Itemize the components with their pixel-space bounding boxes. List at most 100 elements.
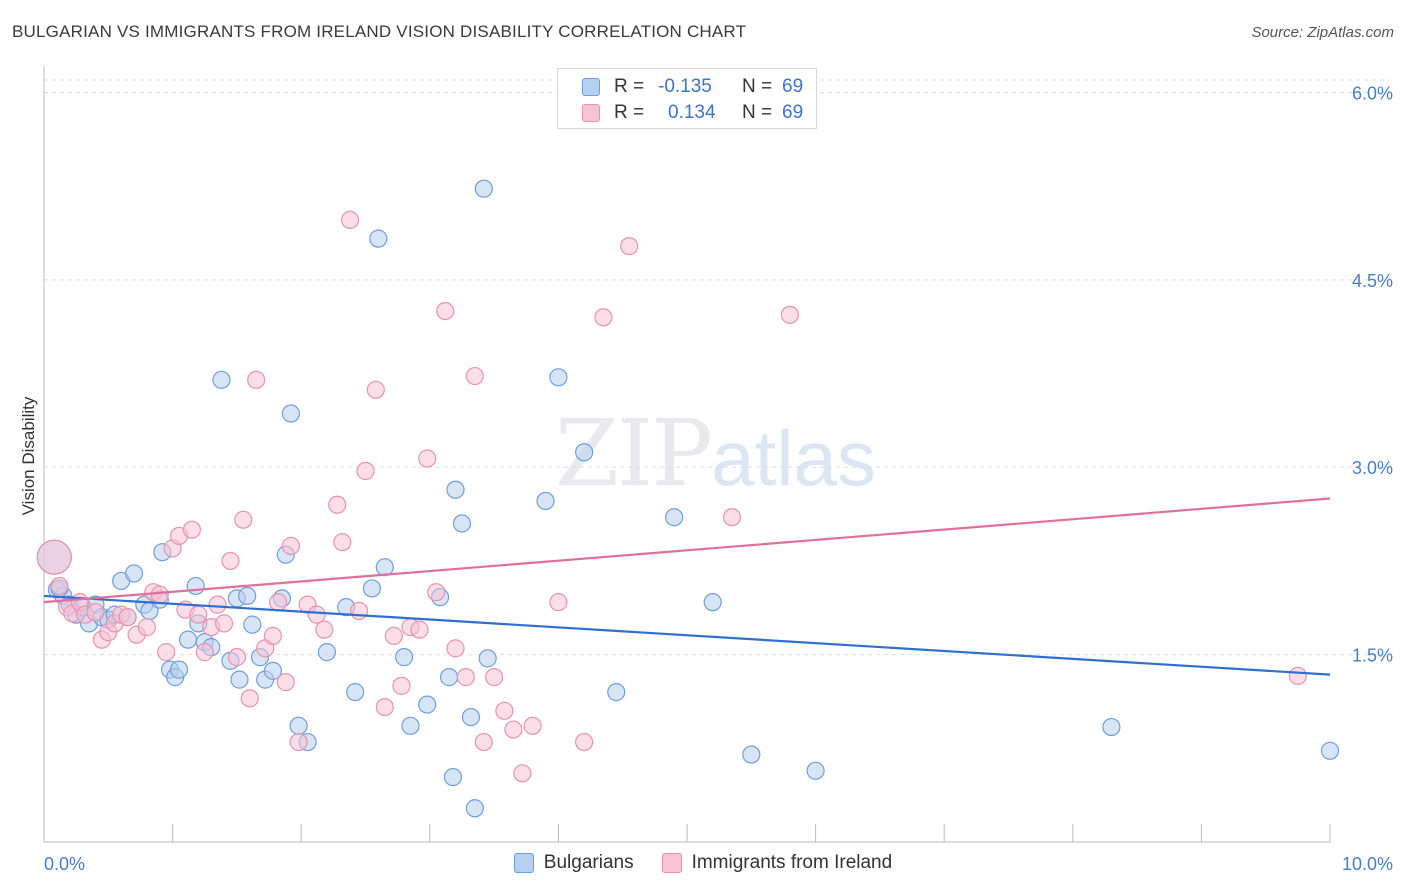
ireland-point [208, 595, 227, 614]
legend-swatch-pink [661, 853, 682, 873]
y-tick-label: 1.5% [1352, 646, 1393, 666]
ireland-point [418, 449, 437, 468]
bulgarian-point [362, 579, 382, 598]
y-tick-label: 4.5% [1352, 271, 1393, 291]
bulgarian-point [461, 707, 481, 727]
bulgarian-point [536, 491, 555, 511]
ireland-point [620, 237, 639, 256]
y-axis-label: Vision Disability [19, 396, 38, 515]
series-legend: Bulgarians Immigrants from Ireland [0, 852, 1406, 874]
ireland-point [195, 643, 214, 662]
bulgarian-point [1102, 717, 1121, 737]
legend-n-value: 69 [782, 102, 804, 123]
bulgarian-point [238, 586, 257, 606]
ireland-point [157, 643, 176, 662]
ireland-point [150, 585, 169, 604]
legend-swatch-blue [582, 78, 600, 96]
bulgarian-trend-line [43, 594, 1331, 676]
ireland-point [465, 366, 484, 386]
bulgarian-point [443, 767, 463, 787]
bulgarian-point [446, 480, 465, 499]
legend-label-ireland: Immigrants from Ireland [691, 852, 893, 873]
ireland-point [340, 210, 360, 230]
ireland-point [575, 732, 594, 752]
ireland-point [504, 720, 523, 739]
bulgarian-point [346, 682, 365, 702]
source-credit: Source: ZipAtlas.com [1251, 24, 1394, 41]
bulgarian-point [607, 682, 626, 702]
ireland-point [328, 495, 347, 514]
ireland-point [137, 618, 156, 637]
ireland-point [495, 701, 514, 720]
ireland-point [722, 508, 742, 527]
legend-label-bulgarians: Bulgarians [543, 852, 634, 873]
bulgarian-point [665, 508, 684, 527]
ireland-point [485, 668, 504, 687]
ireland-point [780, 305, 799, 324]
bulgarian-point [186, 576, 205, 596]
bulgarian-point [478, 649, 497, 668]
ireland-point [234, 510, 253, 529]
ireland-point [513, 764, 532, 783]
ireland-point [247, 370, 266, 389]
legend-r-value: -0.135 [658, 76, 712, 97]
bulgarian-point [243, 615, 262, 634]
bulgarian-point [549, 368, 568, 387]
legend-r-label: R = [614, 102, 645, 123]
legend-n-label: N = [742, 102, 773, 123]
ireland-point [315, 620, 334, 639]
ireland-point [36, 539, 72, 575]
watermark-atlas: atlas [711, 414, 876, 502]
bulgarian-point [230, 670, 249, 689]
ireland-point [523, 716, 542, 735]
ireland-point [221, 551, 240, 571]
bulgarian-point [369, 229, 388, 248]
ireland-point [392, 676, 411, 695]
ireland-point [268, 593, 288, 612]
legend-swatch-pink [582, 104, 600, 122]
bulgarian-point [401, 716, 420, 735]
ireland-point [289, 732, 308, 752]
bulgarian-point [169, 660, 189, 679]
ireland-point [410, 620, 429, 639]
ireland-trend-line [43, 497, 1331, 604]
bulgarian-point [418, 695, 437, 714]
ireland-point [594, 308, 613, 327]
bulgarian-point [124, 564, 144, 583]
legend-swatch-blue [513, 853, 534, 873]
ireland-point [427, 583, 446, 602]
bulgarian-point [289, 716, 308, 735]
ireland-point [446, 639, 465, 658]
ireland-point [549, 593, 568, 612]
ireland-point [456, 668, 475, 687]
bulgarian-point [1320, 741, 1340, 760]
ireland-point [356, 461, 375, 481]
ireland-point [182, 520, 201, 539]
bulgarian-point [452, 514, 472, 533]
ireland-point [276, 673, 295, 692]
ireland-point [227, 648, 246, 667]
bulgarian-point [281, 404, 301, 423]
ireland-point [384, 626, 403, 645]
x-tick-label: 10.0% [1342, 854, 1393, 874]
legend-row-bulgarians: R = -0.135 N = 69 [582, 75, 803, 99]
ireland-point [240, 689, 259, 708]
bulgarian-point [439, 668, 459, 687]
legend-item-ireland: Immigrants from Ireland [661, 852, 893, 874]
y-tick-label: 3.0% [1352, 458, 1393, 478]
bulgarian-point [742, 745, 761, 764]
ireland-point [474, 732, 493, 752]
x-tick-label: 0.0% [44, 854, 85, 874]
bulgarian-point [575, 443, 594, 462]
ireland-point [214, 614, 234, 633]
ireland-point [86, 603, 105, 622]
ireland-point [118, 608, 137, 627]
legend-n-value: 69 [782, 76, 804, 97]
bulgarian-point [474, 179, 493, 198]
legend-n-label: N = [742, 76, 773, 97]
legend-r-value: 0.134 [668, 102, 716, 123]
legend-item-bulgarians: Bulgarians [513, 852, 634, 874]
ireland-point [375, 697, 394, 717]
ireland-point [307, 605, 326, 624]
